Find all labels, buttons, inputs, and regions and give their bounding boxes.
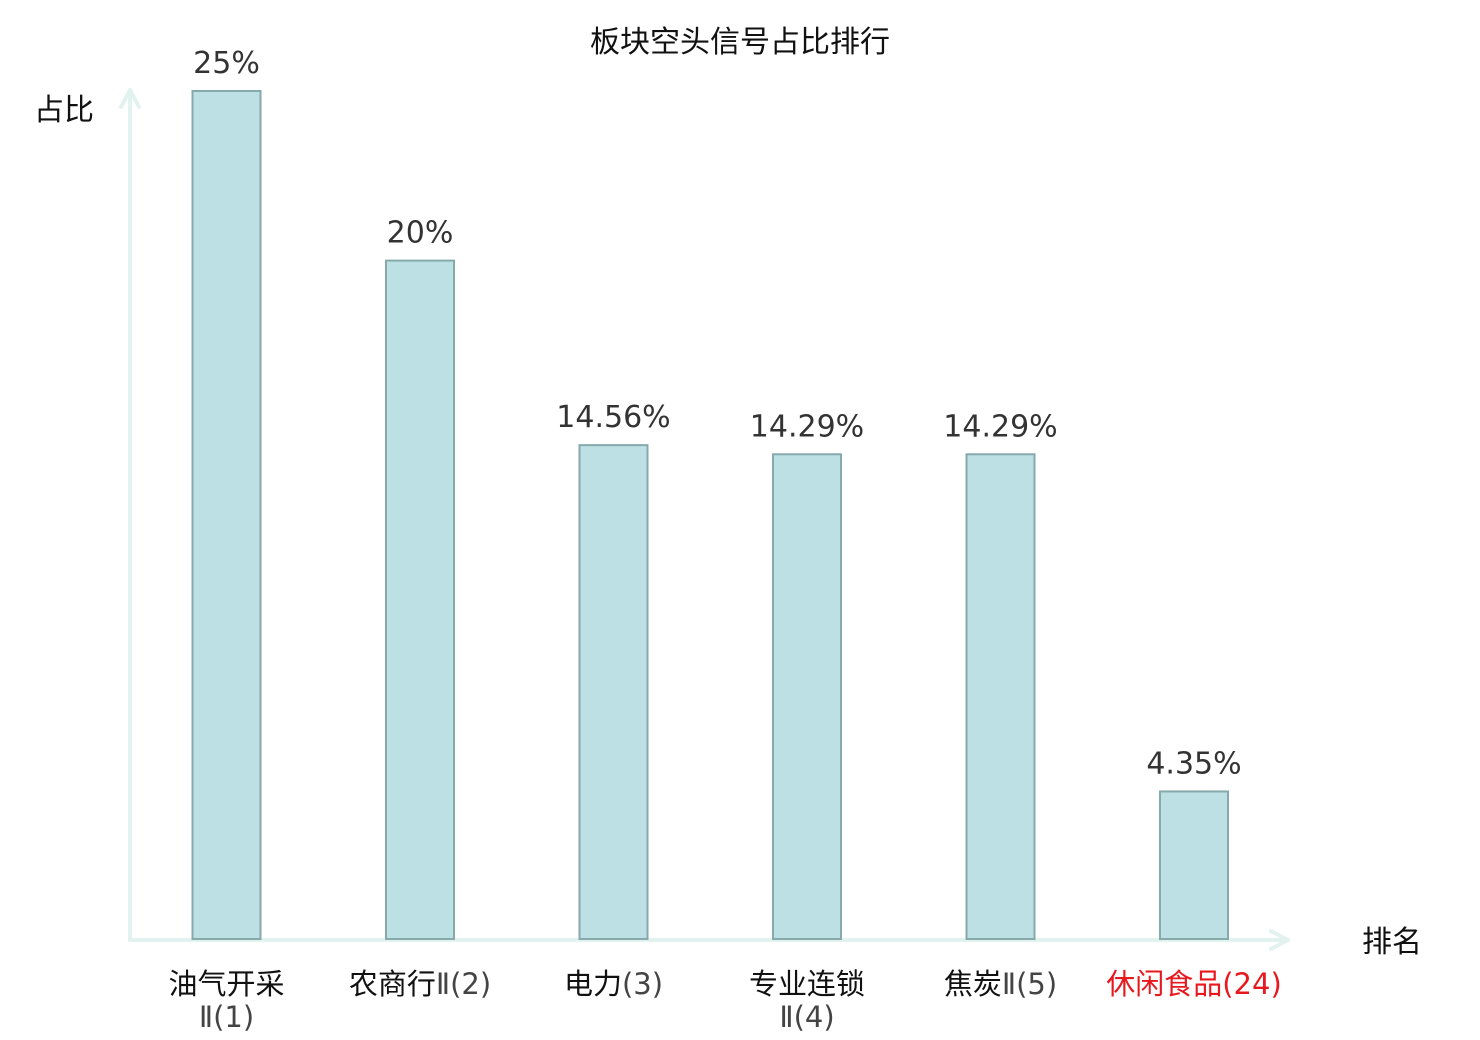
category-name: 专业连锁 [749,967,865,1001]
value-label: 14.29% [943,409,1057,444]
value-label: 20% [387,216,454,251]
category-name: 电力 [564,967,622,1001]
category-rank: Ⅱ(1) [199,1000,254,1034]
chart-title: 板块空头信号占比排行 [590,25,890,60]
value-label: 14.56% [556,400,670,435]
bar [965,453,1036,940]
category-label: 焦炭Ⅱ(5) [944,967,1057,1001]
value-label: 14.29% [750,409,864,444]
category-name: 休闲食品 [1106,967,1222,1001]
category-rank: (24) [1222,967,1282,1001]
category-label: 油气开采 Ⅱ(1) [168,967,284,1034]
x-axis [128,929,1290,951]
category-label: 电力(3) [564,967,663,1001]
category-rank: (3) [622,967,663,1001]
bar [772,453,842,940]
bar [385,259,455,941]
bar [578,444,649,940]
category-rank: Ⅱ(2) [436,967,491,1001]
x-axis-label: 排名 [1362,925,1422,960]
value-labels: 25% 20% 14.56% 14.29% 14.29% 4.35% [193,46,1242,781]
category-name: 焦炭 [944,967,1002,1001]
category-name: 油气开采 [168,967,284,1001]
value-label: 25% [193,46,260,81]
bar [1159,790,1229,940]
y-axis [119,88,141,942]
category-labels: 油气开采 Ⅱ(1) 农商行Ⅱ(2) 电力(3) 专业连锁 Ⅱ(4) 焦炭Ⅱ(5) 休闲食品(2… [168,967,1281,1034]
category-label: 农商行Ⅱ(2) [349,967,491,1001]
category-rank: Ⅱ(4) [779,1000,834,1034]
bar [191,90,262,940]
category-name: 农商行 [349,967,436,1001]
y-axis-label: 占比 [34,93,94,128]
category-label: 休闲食品(24) [1106,967,1282,1001]
value-label: 4.35% [1146,746,1241,781]
category-rank: Ⅱ(5) [1002,967,1057,1001]
bars [191,90,1229,941]
category-label: 专业连锁 Ⅱ(4) [749,967,865,1034]
